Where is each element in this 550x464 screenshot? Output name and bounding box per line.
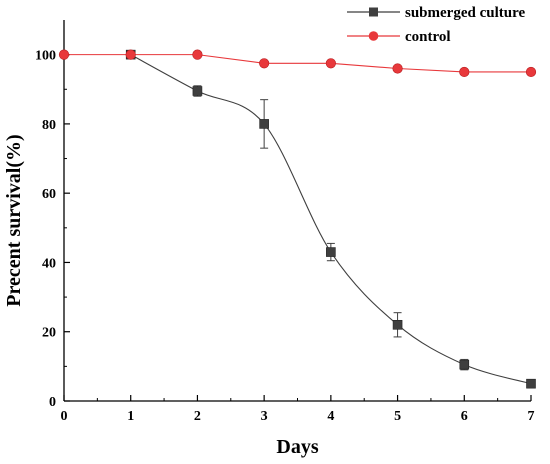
legend: submerged culture control xyxy=(347,5,525,45)
series-layer xyxy=(58,49,537,389)
legend-label: submerged culture xyxy=(405,5,525,21)
data-point xyxy=(192,49,203,60)
x-tick-label: 7 xyxy=(528,409,535,424)
data-point xyxy=(392,63,403,74)
y-tick-label: 20 xyxy=(42,326,56,341)
series-1 xyxy=(125,49,536,389)
legend-label: control xyxy=(405,29,451,45)
legend-item: control xyxy=(347,29,451,45)
legend-marker xyxy=(368,31,379,41)
data-point xyxy=(259,119,269,129)
y-tick-label: 0 xyxy=(49,395,56,410)
data-point xyxy=(459,359,470,370)
data-point xyxy=(192,86,203,96)
y-axis-title: Precent survival(%) xyxy=(3,134,25,306)
x-axis-title: Days xyxy=(276,436,318,458)
y-tick-label: 80 xyxy=(42,118,56,133)
data-point xyxy=(325,58,336,69)
x-tick-label: 0 xyxy=(61,409,68,424)
x-tick-label: 4 xyxy=(327,409,334,424)
legend-item: submerged culture xyxy=(347,5,525,21)
data-point xyxy=(58,49,70,60)
series-line xyxy=(64,54,531,73)
y-tick-label: 60 xyxy=(42,187,56,202)
x-tick-label: 1 xyxy=(127,409,134,424)
data-point xyxy=(526,378,536,389)
data-point xyxy=(326,247,336,257)
x-tick-label: 3 xyxy=(261,409,268,424)
legend-marker xyxy=(369,7,378,17)
data-point xyxy=(125,49,136,60)
y-tick-label: 40 xyxy=(42,256,56,271)
tick-layer: 0 1 2 3 4 5 6 7 0 20 40 60 80 100 xyxy=(35,49,535,424)
data-point xyxy=(525,66,537,78)
data-point xyxy=(392,319,403,330)
x-tick-label: 5 xyxy=(394,409,401,424)
y-tick-label: 100 xyxy=(35,49,56,64)
axes xyxy=(63,20,531,402)
series-2 xyxy=(58,49,537,78)
series-line xyxy=(130,54,532,385)
x-tick-label: 6 xyxy=(461,409,468,424)
x-tick-label: 2 xyxy=(194,409,201,424)
data-point xyxy=(459,66,470,78)
data-point xyxy=(259,58,270,69)
